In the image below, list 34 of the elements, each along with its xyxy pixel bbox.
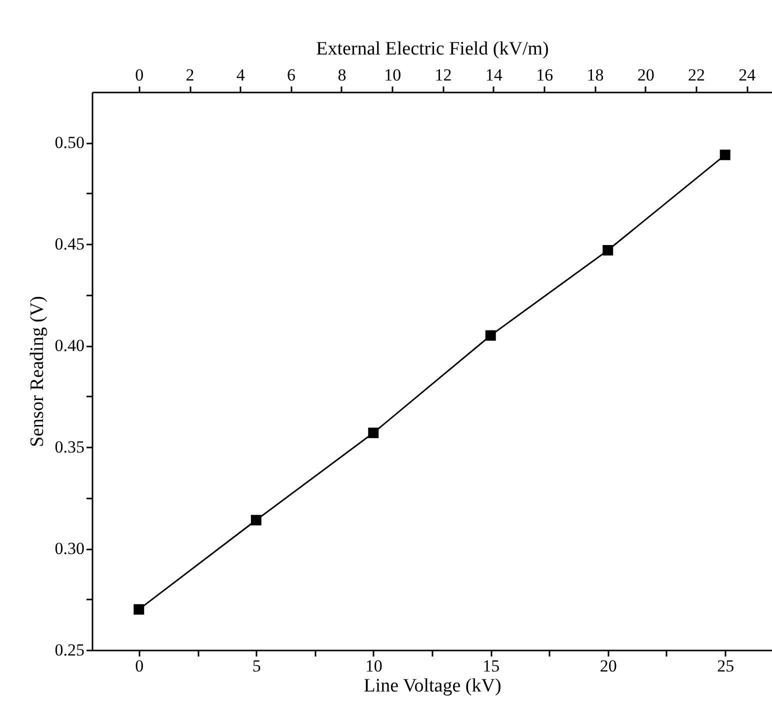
x2-tick-label: 2 <box>186 66 194 84</box>
x-tick-label: 10 <box>365 656 382 676</box>
x2-tick-label: 24 <box>738 66 756 84</box>
y-tick-label: 0.40 <box>54 336 84 356</box>
x2-tick-label: 4 <box>236 66 246 84</box>
y-axis-title: Sensor Reading (V) <box>26 296 48 447</box>
point <box>720 150 730 160</box>
x-tick-label: 20 <box>600 656 617 676</box>
x2-tick-label: 12 <box>434 66 452 84</box>
x2-tick-label: 10 <box>384 66 402 84</box>
x-tick-label: 5 <box>252 656 261 676</box>
x2-tick-label: 8 <box>338 66 346 84</box>
point <box>134 604 144 615</box>
point <box>250 514 262 526</box>
x2-tick-label: 22 <box>688 66 706 84</box>
point <box>602 245 614 256</box>
x2-tick-label: 14 <box>485 66 503 84</box>
x-axis-title: Line Voltage (kV) <box>364 676 502 696</box>
x-tick-label: 25 <box>717 656 734 676</box>
x2-tick-label: 20 <box>637 66 654 84</box>
x2-tick-label: 6 <box>287 66 296 84</box>
point <box>368 428 379 438</box>
x-tick-label: 0 <box>135 656 144 676</box>
x2-tick-label: 0 <box>135 66 144 84</box>
y-tick-label: 0.45 <box>54 234 84 254</box>
y-tick-label: 0.50 <box>54 133 84 152</box>
y-tick-label: 0.25 <box>54 640 84 660</box>
x-tick-label: 15 <box>482 656 500 676</box>
y-tick-label: 0.30 <box>54 539 84 558</box>
x2-tick-label: 18 <box>586 66 604 84</box>
x2-axis-title: External Electric Field (kV/m) <box>316 38 549 60</box>
x2-tick-label: 16 <box>536 66 554 84</box>
point <box>485 330 496 341</box>
y-tick-label: 0.35 <box>54 438 84 457</box>
